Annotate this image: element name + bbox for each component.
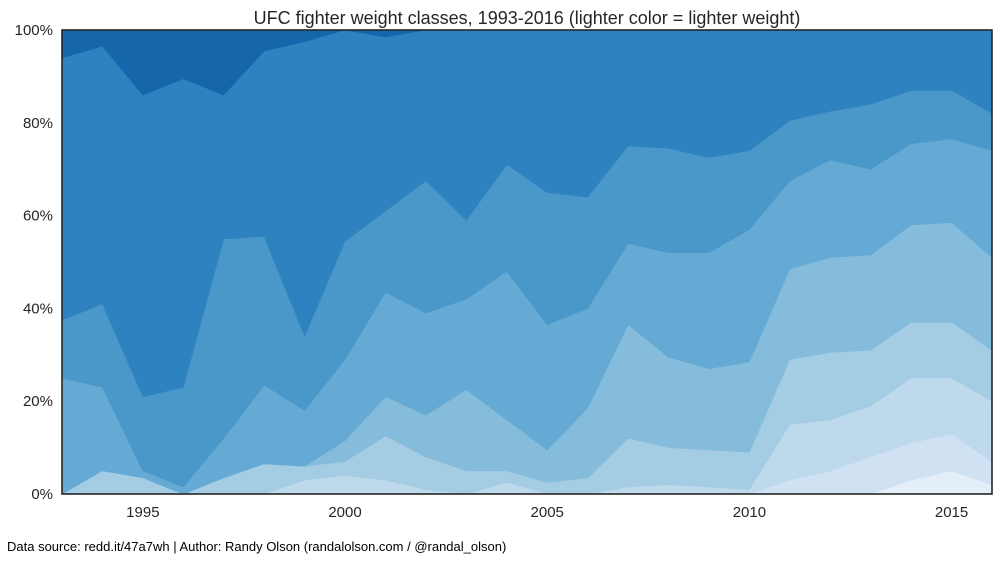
y-tick-label: 40% (23, 300, 53, 317)
y-tick-label: 60% (23, 208, 53, 225)
y-tick-label: 20% (23, 393, 53, 410)
area-layers (60, 29, 993, 495)
y-tick-label: 80% (23, 115, 53, 132)
x-tick-label: 2005 (531, 504, 564, 521)
data-source-footer: Data source: redd.it/47a7wh | Author: Ra… (7, 539, 507, 554)
x-tick-label: 1995 (126, 504, 159, 521)
x-tick-labels: 1995 2000 2005 2010 2015 (126, 504, 968, 521)
x-tick-label: 2015 (935, 504, 968, 521)
x-tick-label: 2000 (328, 504, 361, 521)
x-tick-label: 2010 (733, 504, 766, 521)
y-tick-labels: 0% 20% 40% 60% 80% 100% (15, 22, 53, 503)
plot-frame (61, 29, 993, 495)
y-tick-label: 100% (15, 22, 53, 39)
chart-title: UFC fighter weight classes, 1993-2016 (l… (254, 8, 801, 28)
y-tick-label: 0% (31, 486, 53, 503)
